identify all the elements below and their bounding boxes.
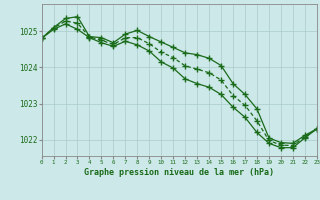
X-axis label: Graphe pression niveau de la mer (hPa): Graphe pression niveau de la mer (hPa)	[84, 168, 274, 177]
